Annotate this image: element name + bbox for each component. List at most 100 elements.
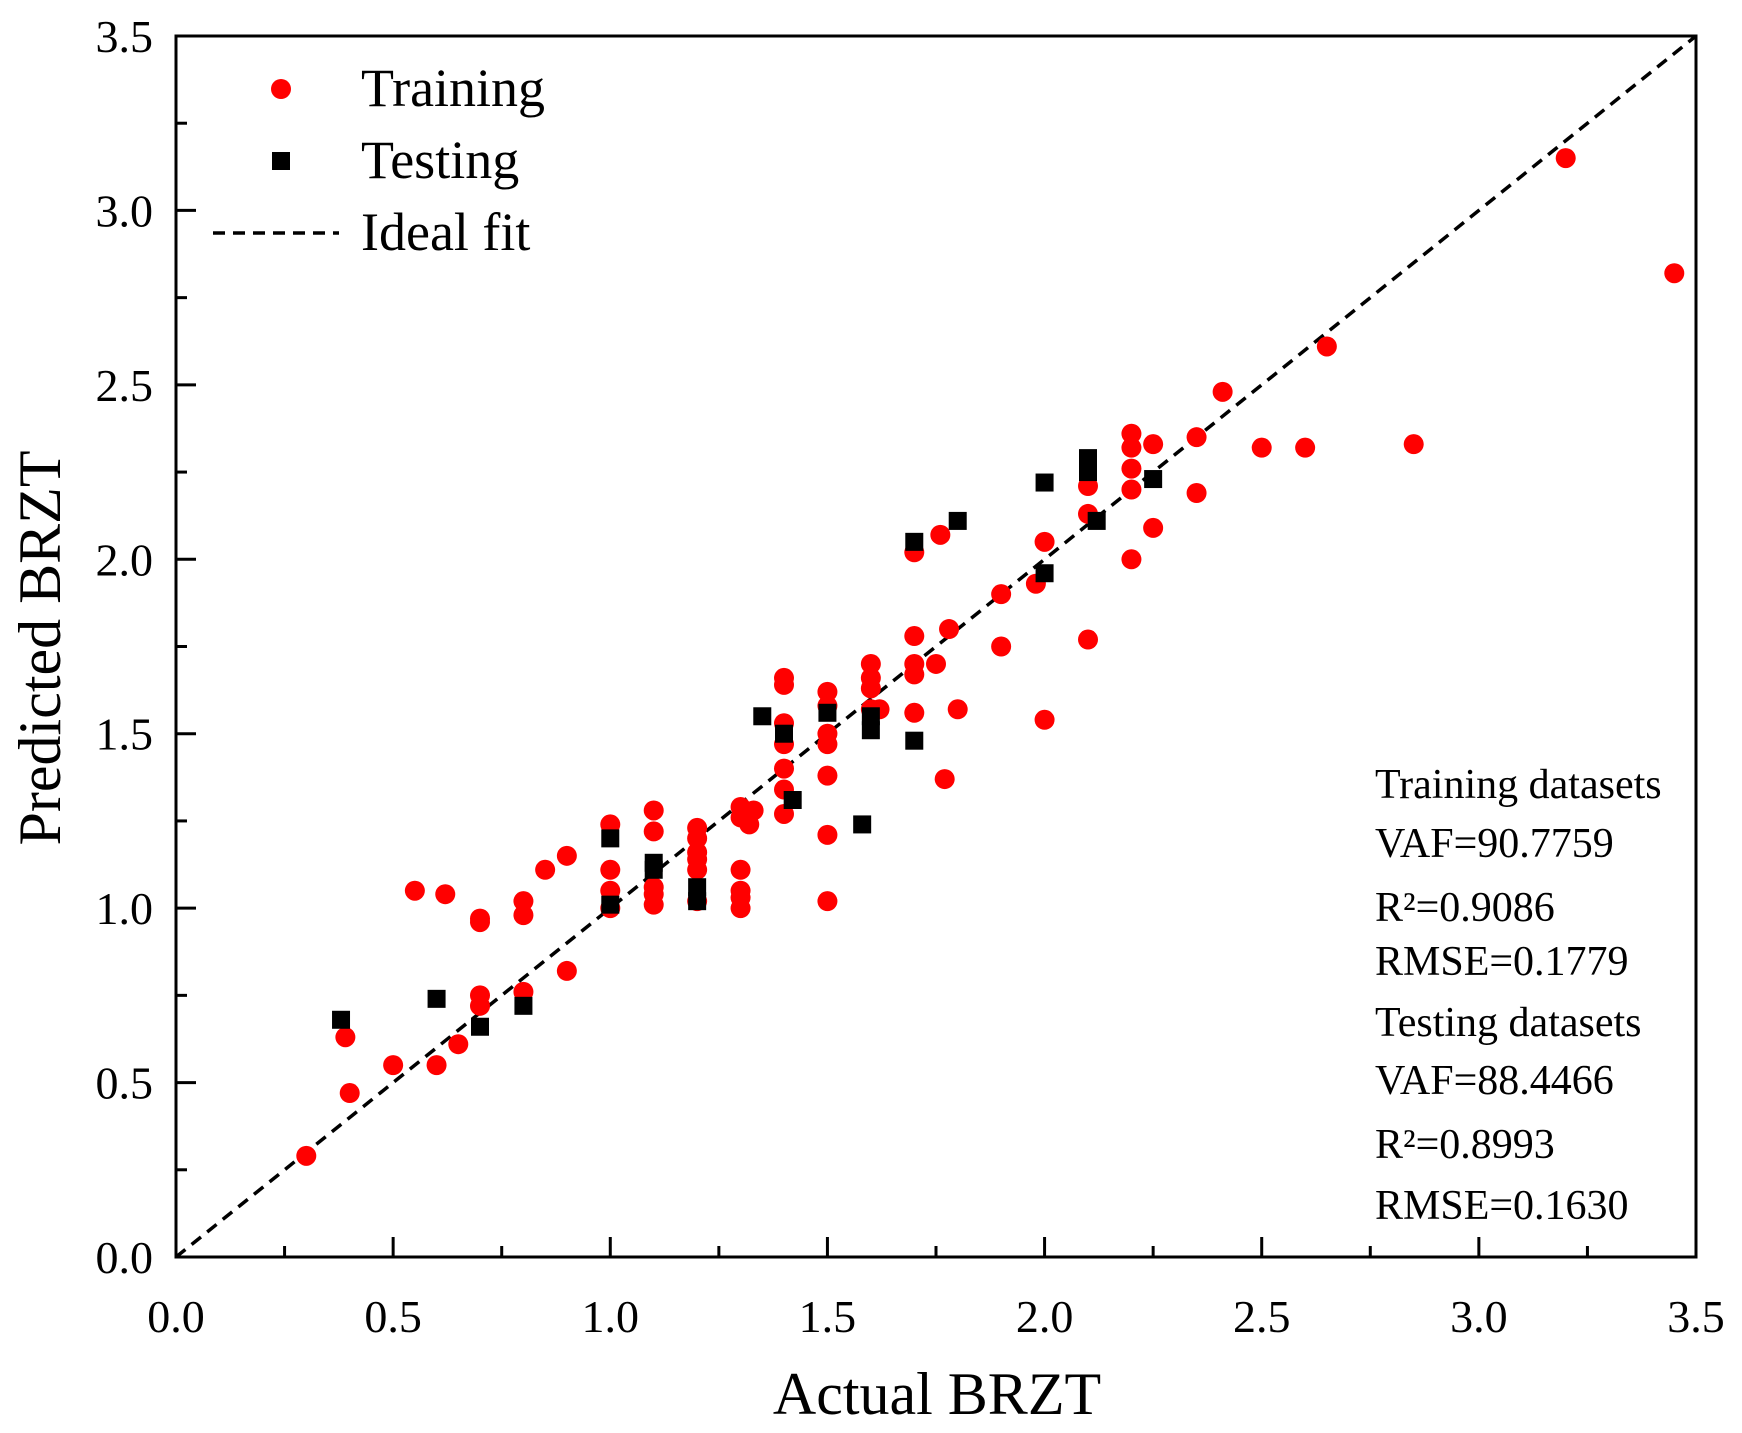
testing-vaf: VAF=88.4466 <box>1375 1058 1614 1104</box>
training-point <box>934 769 955 790</box>
training-point <box>339 1083 360 1104</box>
training-point <box>1121 437 1142 458</box>
training-point <box>774 674 794 695</box>
y-tick-label: 0.0 <box>96 1232 154 1283</box>
testing-rmse: RMSE=0.1630 <box>1375 1183 1629 1229</box>
y-tick-label: 2.5 <box>96 360 154 411</box>
training-point <box>513 905 534 926</box>
y-tick-label: 2.0 <box>96 534 154 585</box>
testing-point <box>783 790 802 809</box>
training-point <box>1034 531 1055 552</box>
training-rmse: RMSE=0.1779 <box>1375 939 1629 985</box>
legend: Training Testing Ideal fit <box>213 58 545 262</box>
y-tick-label: 0.5 <box>96 1058 154 1109</box>
training-point <box>904 664 925 685</box>
training-series <box>296 148 1685 1166</box>
training-point <box>470 912 490 933</box>
training-point <box>556 845 577 866</box>
tick-labels: 0.0 0.5 1.0 1.5 2.0 2.5 3.0 3.5 0.0 0.5 1.0 1.5 2.0 2… <box>96 11 1725 1342</box>
testing-point <box>853 815 872 834</box>
training-point <box>930 524 951 545</box>
training-point <box>860 678 881 699</box>
training-point <box>1143 517 1164 538</box>
testing-point <box>471 1017 489 1036</box>
x-tick-label: 3.5 <box>1667 1291 1725 1342</box>
training-point <box>556 960 577 981</box>
testing-series <box>332 449 1163 1036</box>
training-point <box>470 995 490 1016</box>
testing-point <box>1079 463 1097 482</box>
training-point <box>817 681 838 702</box>
training-point <box>1186 427 1207 448</box>
training-point <box>643 800 664 821</box>
testing-point <box>1087 511 1106 530</box>
training-point <box>1664 263 1685 284</box>
testing-point <box>861 707 880 726</box>
testing-point <box>514 996 533 1015</box>
training-point <box>600 859 621 880</box>
training-point <box>687 828 708 849</box>
testing-point <box>1079 449 1097 468</box>
training-point <box>448 1034 469 1055</box>
training-point <box>991 636 1012 657</box>
training-point <box>774 758 794 779</box>
ideal-fit-series <box>174 34 1698 1259</box>
testing-point <box>688 892 707 911</box>
training-point <box>296 1145 317 1166</box>
training-point <box>1121 479 1142 500</box>
training-point <box>1295 437 1316 458</box>
training-point <box>1034 709 1055 730</box>
training-point <box>383 1055 404 1076</box>
training-point <box>435 884 456 905</box>
training-point <box>1121 458 1142 479</box>
testing-point <box>753 707 772 726</box>
testing-point <box>818 703 837 722</box>
ideal-fit-line <box>174 34 1698 1259</box>
x-tick-label: 2.0 <box>1016 1291 1074 1342</box>
training-point <box>1143 434 1164 455</box>
x-tick-label: 1.5 <box>799 1291 857 1342</box>
plot-frame <box>174 34 1698 1259</box>
x-tick-label: 3.0 <box>1450 1291 1508 1342</box>
legend-testing-label: Testing <box>361 130 519 190</box>
training-point <box>426 1055 447 1076</box>
training-point <box>643 894 664 915</box>
testing-point <box>775 724 793 743</box>
y-tick-label: 3.0 <box>96 185 154 236</box>
testing-point <box>905 731 924 750</box>
training-point <box>939 619 960 640</box>
training-point <box>991 584 1012 605</box>
testing-point <box>905 532 924 551</box>
testing-point <box>861 721 880 740</box>
training-point <box>1121 423 1142 444</box>
testing-point <box>601 829 620 848</box>
testing-r2: R²=0.8993 <box>1375 1122 1555 1168</box>
training-point <box>1121 549 1142 570</box>
training-point <box>1403 434 1424 455</box>
training-point <box>404 880 425 901</box>
legend-ideal-fit-label: Ideal fit <box>361 202 530 262</box>
x-tick-label: 0.0 <box>147 1291 205 1342</box>
testing-point <box>601 895 620 914</box>
training-point <box>1212 381 1233 402</box>
testing-point <box>427 989 446 1008</box>
training-point <box>817 734 838 755</box>
statistics-annotation: Training datasets VAF=90.7759 R²=0.9086 … <box>1375 762 1662 1229</box>
training-point <box>1078 629 1098 650</box>
training-point <box>817 765 838 786</box>
training-point <box>1555 148 1576 169</box>
training-point <box>730 859 751 880</box>
x-tick-label: 2.5 <box>1233 1291 1291 1342</box>
training-vaf: VAF=90.7759 <box>1375 821 1614 867</box>
training-point <box>926 653 946 674</box>
training-point <box>947 699 968 720</box>
training-point <box>335 1027 356 1048</box>
training-point <box>535 859 556 880</box>
training-point <box>643 821 664 842</box>
training-point <box>513 891 534 912</box>
training-point <box>904 702 925 723</box>
testing-point <box>644 860 663 879</box>
testing-point <box>332 1010 351 1029</box>
legend-training-marker <box>271 79 291 99</box>
